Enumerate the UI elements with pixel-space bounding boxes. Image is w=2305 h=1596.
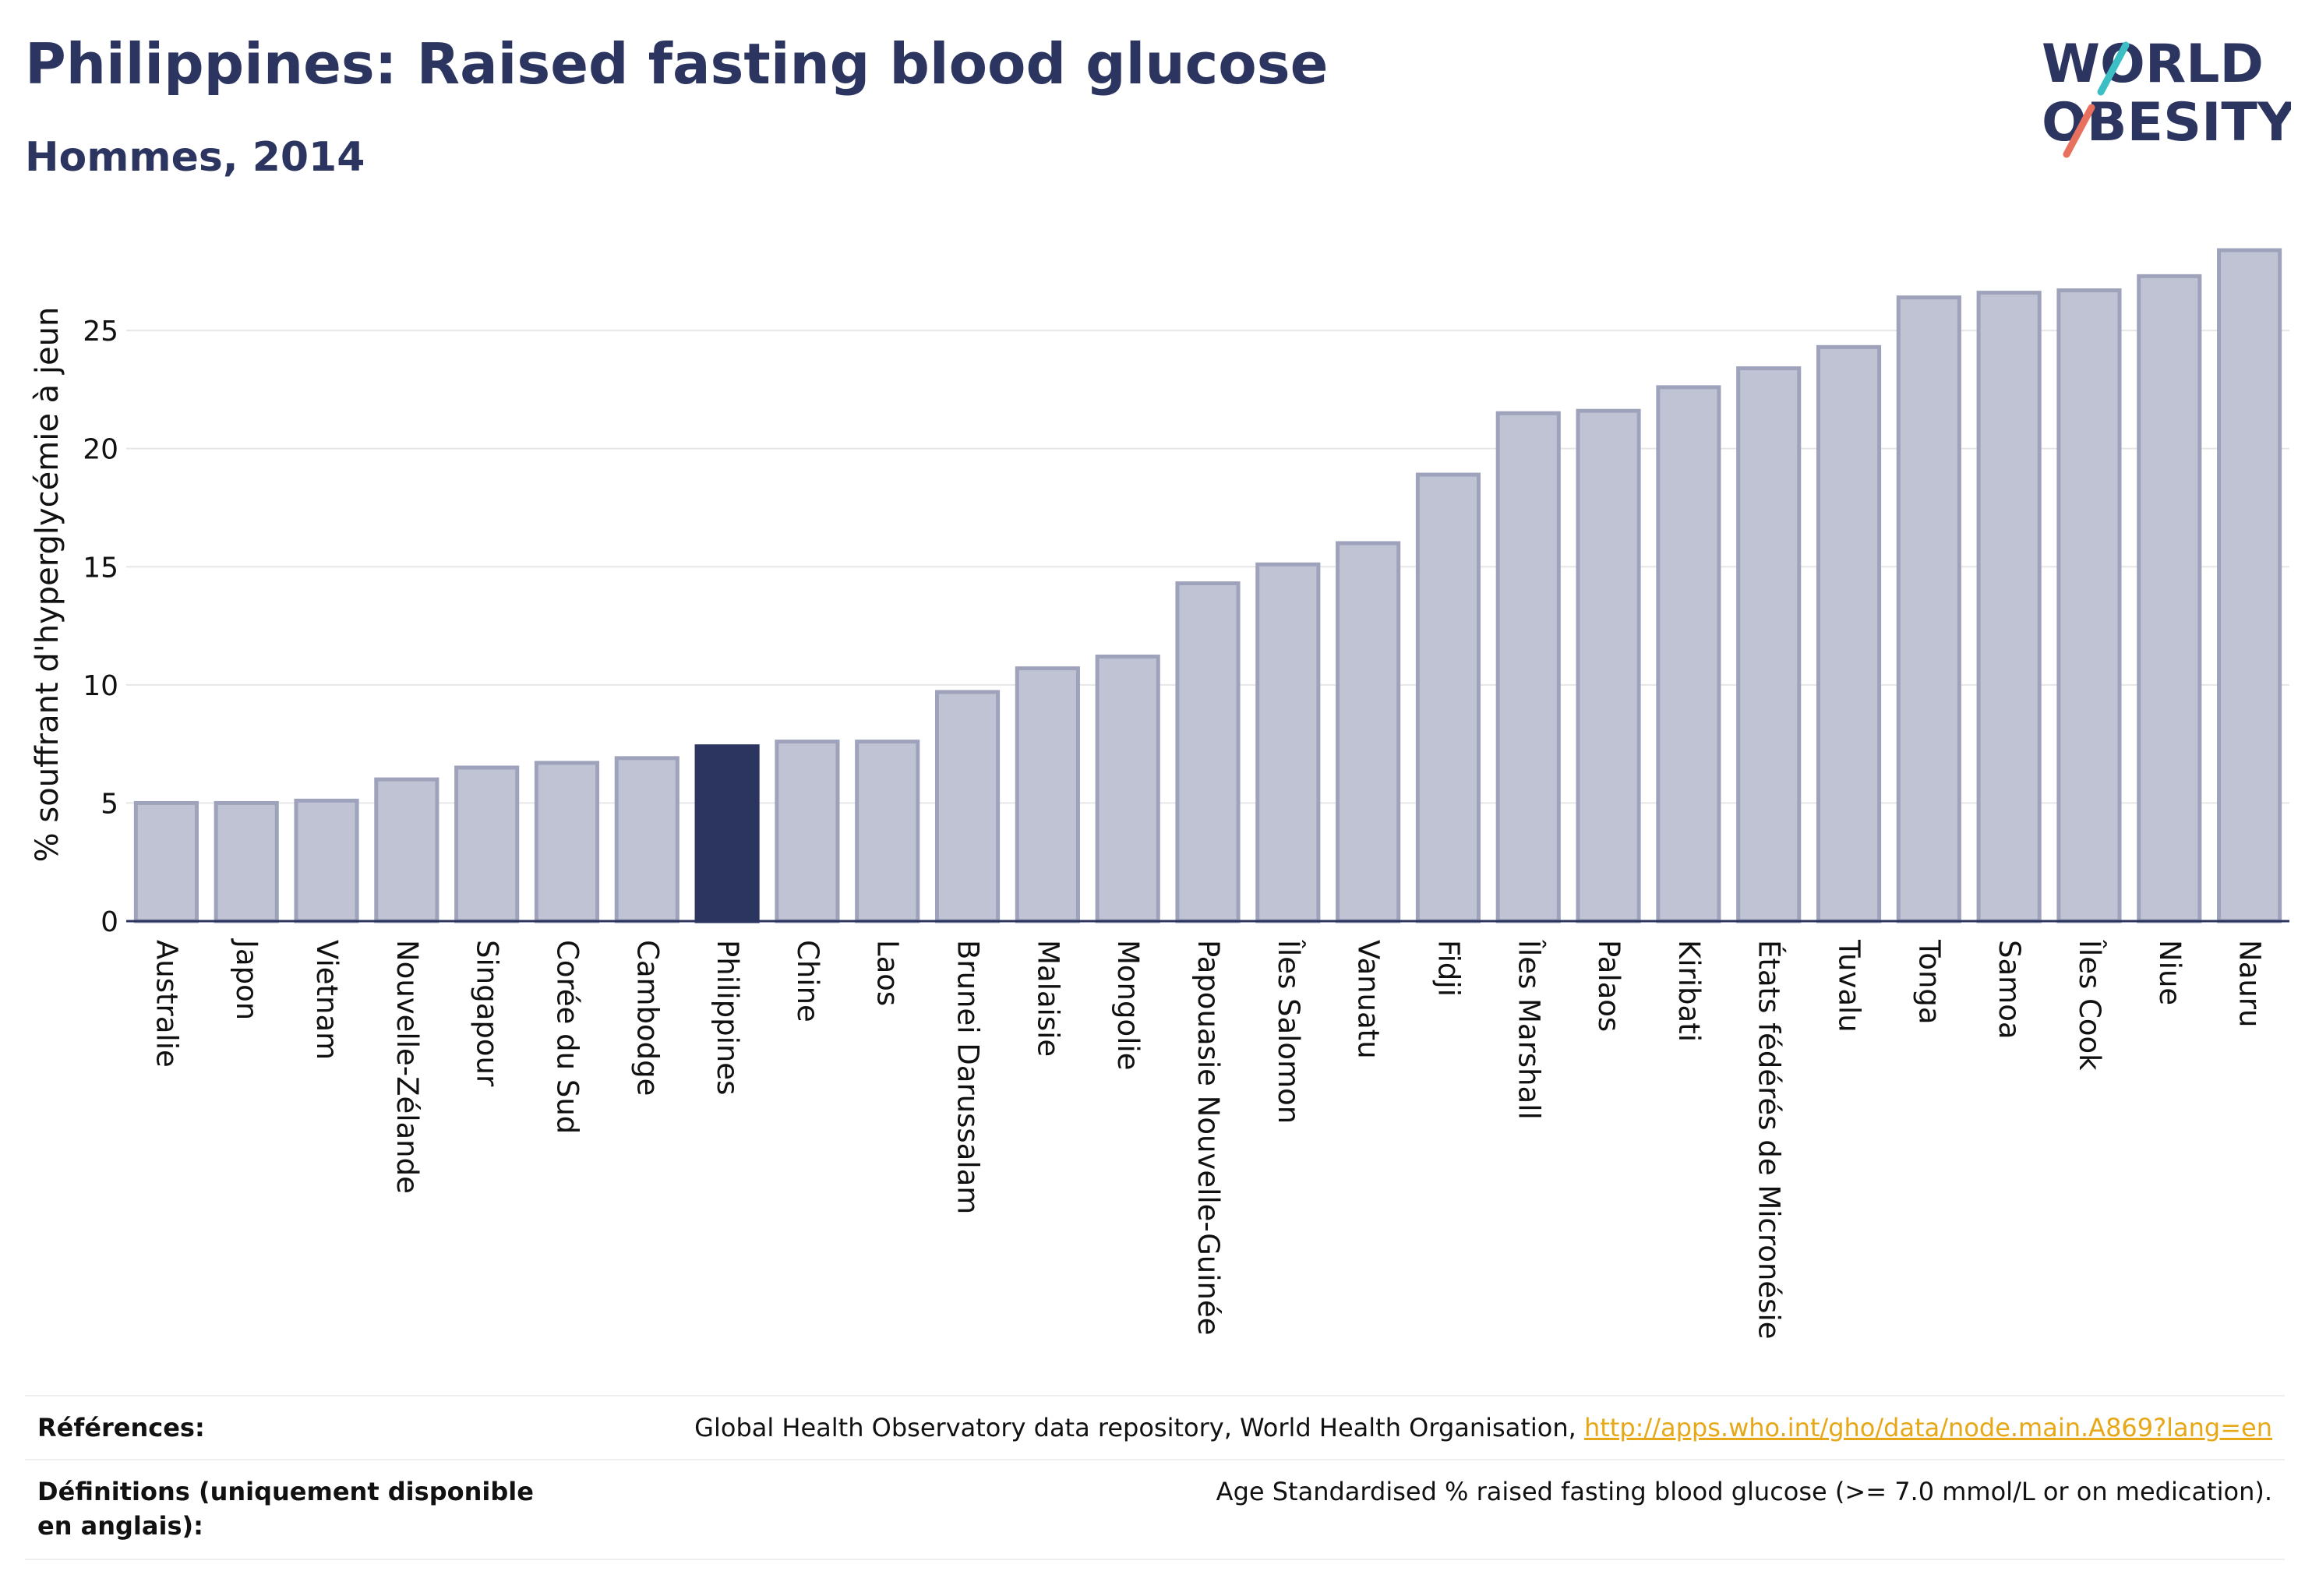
x-tick-label: Australie	[150, 940, 183, 1068]
world-obesity-logo: WORLD OBESITY	[2042, 34, 2291, 158]
definitions-label: Définitions (uniquement disponible en an…	[37, 1477, 534, 1541]
definitions-row: Définitions (uniquement disponible en an…	[25, 1459, 2285, 1560]
bar-chart: 0 5 10 15 20 25 % souffrant d'hyperglycémie à …	[30, 248, 2289, 1339]
bar	[855, 740, 920, 923]
bar	[614, 756, 679, 923]
x-tick-label: Corée du Sud	[550, 940, 584, 1134]
bar	[1736, 366, 1802, 923]
x-tick-label: Nauru	[2233, 940, 2267, 1027]
x-tick-label: Mongolie	[1111, 940, 1145, 1070]
bar	[1175, 581, 1241, 923]
page-subtitle: Hommes, 2014	[25, 134, 365, 181]
bar	[454, 765, 520, 923]
bar	[1816, 344, 1882, 923]
x-tick-label: Niue	[2153, 940, 2187, 1005]
y-axis-label: % souffrant d'hyperglycémie à jeun	[30, 307, 65, 863]
bar	[2217, 248, 2282, 923]
x-tick-label: Fidji	[1431, 940, 1465, 997]
x-tick-label: Laos	[871, 940, 905, 1006]
x-tick-label: Vanuatu	[1352, 940, 1385, 1059]
bar	[1896, 295, 1961, 923]
x-tick-label: Philippines	[711, 940, 744, 1095]
x-tick-label: Papouasie Nouvelle-Guinée	[1191, 940, 1225, 1336]
references-text: Global Health Observatory data repositor…	[694, 1413, 1584, 1442]
definitions-value: Age Standardised % raised fasting blood …	[1216, 1477, 2272, 1506]
bar	[775, 740, 840, 923]
bar	[534, 761, 600, 923]
bar	[294, 798, 359, 923]
bar	[2056, 288, 2122, 923]
references-value: Global Health Observatory data repositor…	[694, 1411, 2272, 1445]
x-tick-label: Îles Marshall	[1512, 939, 1546, 1120]
x-tick-label: Chine	[791, 940, 824, 1022]
y-tick-label: 15	[83, 552, 118, 584]
x-tick-label: États fédérés de Micronésie	[1753, 940, 1787, 1339]
bar	[694, 744, 760, 923]
bar	[1576, 408, 1641, 923]
bar	[1656, 385, 1721, 923]
footer: Références: Global Health Observatory da…	[25, 1395, 2285, 1566]
references-link[interactable]: http://apps.who.int/gho/data/node.main.A…	[1583, 1413, 2272, 1442]
bar	[1495, 411, 1561, 923]
x-tick-label: Singapour	[471, 940, 504, 1087]
bar	[374, 777, 439, 923]
x-tick-label: Samoa	[1993, 940, 2026, 1040]
y-tick-label: 25	[83, 316, 118, 348]
y-tick-label: 10	[83, 670, 118, 702]
page-title: Philippines: Raised fasting blood glucos…	[25, 31, 1329, 97]
x-tick-label: Cambodge	[630, 940, 664, 1096]
x-tick-label: Brunei Darussalam	[951, 940, 985, 1214]
bar	[1976, 291, 2042, 923]
bar	[1415, 472, 1481, 923]
y-tick-label: 0	[101, 906, 118, 938]
bar	[1095, 654, 1160, 923]
bar	[133, 800, 199, 923]
x-tick-label: Malaisie	[1031, 940, 1064, 1057]
x-tick-label: Nouvelle-Zélande	[390, 940, 424, 1194]
x-tick-label: Kiribati	[1672, 940, 1706, 1042]
bar	[934, 690, 1001, 923]
bar	[1336, 541, 1401, 923]
bar	[1015, 666, 1080, 923]
x-tick-label: Tonga	[1912, 939, 1946, 1025]
x-tick-label: Îles Cook	[2073, 939, 2107, 1071]
references-label: Références:	[37, 1413, 205, 1442]
x-tick-label: Tuvalu	[1833, 939, 1866, 1033]
y-tick-label: 5	[101, 788, 118, 820]
y-tick-label: 20	[83, 434, 118, 466]
x-tick-label: Japon	[230, 938, 263, 1020]
references-row: Références: Global Health Observatory da…	[25, 1395, 2285, 1460]
bar	[1255, 562, 1321, 923]
x-tick-label: Palaos	[1592, 940, 1626, 1032]
bar	[214, 800, 279, 923]
x-tick-label: Vietnam	[310, 940, 344, 1060]
bar	[2137, 274, 2202, 923]
x-tick-label: Îles Salomon	[1272, 939, 1306, 1124]
logo-line1: WORLD	[2042, 34, 2264, 95]
